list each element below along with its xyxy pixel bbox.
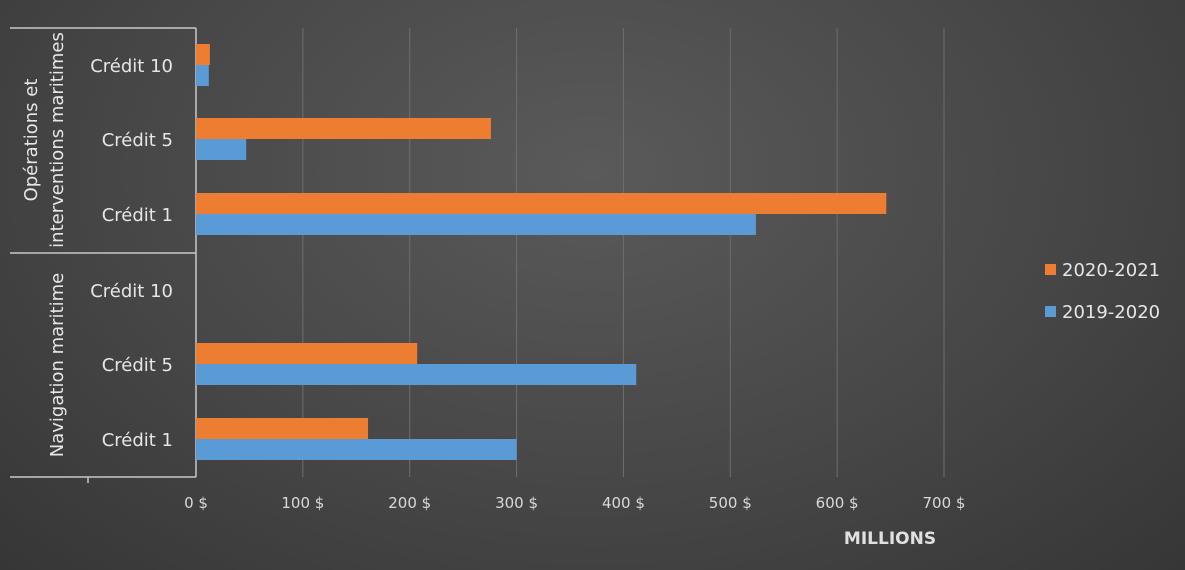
x-tick-label: 100 $ <box>281 494 324 512</box>
bar-2020-2021-3 <box>196 193 887 214</box>
category-label: Crédit 5 <box>102 130 173 151</box>
bar-2019-2020-2 <box>196 139 247 160</box>
x-tick-label: 300 $ <box>495 494 538 512</box>
legend-swatch <box>1045 306 1056 317</box>
x-tick-labels: 0 $ 100 $ 200 $ 300 $ 400 $ 500 $ 600 $ 700 $ <box>184 494 965 512</box>
bars <box>196 44 887 460</box>
group-label: Navigation maritime <box>47 273 68 457</box>
category-axis-frame <box>10 27 197 483</box>
grid-lines <box>302 28 945 477</box>
bar-2020-2021-6 <box>196 418 369 439</box>
group-label: interventions maritimes <box>47 32 68 248</box>
category-label: Crédit 5 <box>102 355 173 376</box>
bar-2020-2021-2 <box>196 118 491 139</box>
legend: 2020-2021 2019-2020 <box>1045 260 1160 323</box>
category-labels: Crédit 10 Crédit 5 Crédit 1 Crédit 10 Crédit… <box>90 56 173 451</box>
bar-2019-2020-1 <box>196 65 209 86</box>
category-label: Crédit 1 <box>102 430 173 451</box>
x-tick-label: 0 $ <box>184 494 208 512</box>
category-label: Crédit 10 <box>90 56 173 77</box>
x-tick-label: 200 $ <box>388 494 431 512</box>
bar-2019-2020-6 <box>196 439 517 460</box>
legend-label: 2019-2020 <box>1062 302 1160 323</box>
group-label: Opérations et <box>21 79 42 202</box>
x-tick-label: 500 $ <box>709 494 752 512</box>
x-tick-label: 400 $ <box>602 494 645 512</box>
legend-label: 2020-2021 <box>1062 260 1160 281</box>
category-label: Crédit 1 <box>102 205 173 226</box>
bar-2020-2021-5 <box>196 343 418 364</box>
category-label: Crédit 10 <box>90 281 173 302</box>
bar-2020-2021-1 <box>196 44 210 65</box>
legend-swatch <box>1045 264 1056 275</box>
x-tick-label: 600 $ <box>816 494 859 512</box>
bar-2019-2020-5 <box>196 364 637 385</box>
x-tick-label: 700 $ <box>923 494 966 512</box>
bar-2019-2020-3 <box>196 214 756 235</box>
x-axis-title: MILLIONS <box>844 529 936 549</box>
group-labels: Opérations et interventions maritimes Navi… <box>21 32 68 457</box>
